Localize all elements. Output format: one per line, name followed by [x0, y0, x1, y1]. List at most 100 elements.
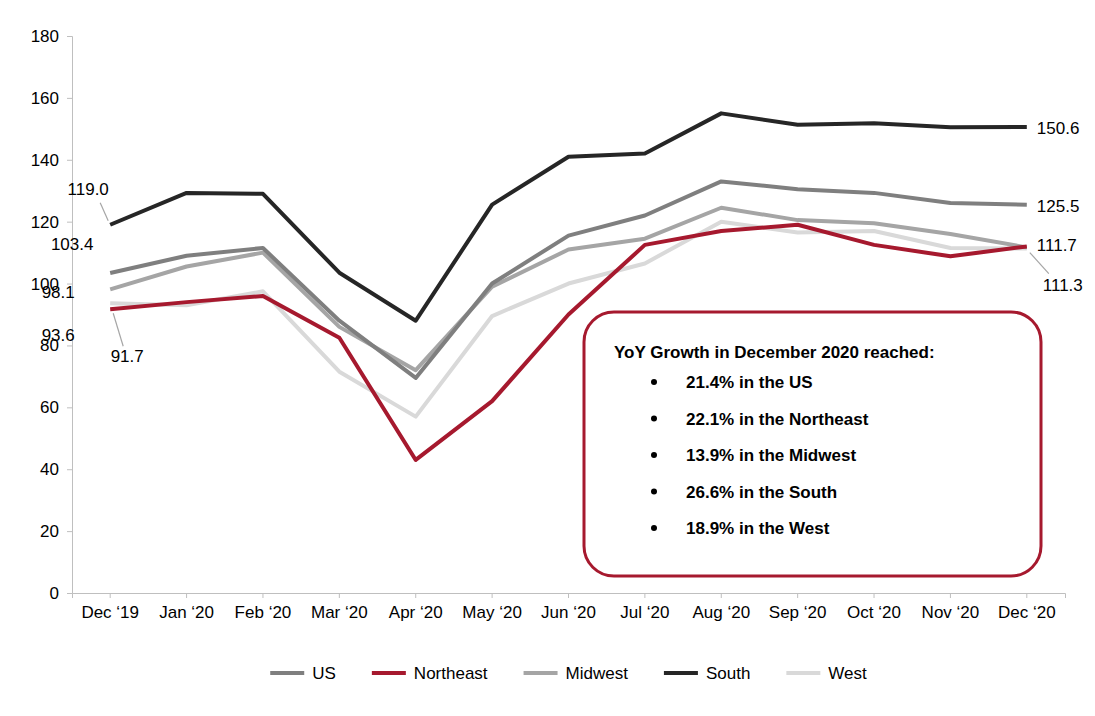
y-tick-mark [67, 222, 72, 223]
legend-swatch [786, 671, 820, 675]
x-tick: Sep ‘20 [769, 593, 827, 622]
annotation-item: 18.9% in the West [686, 519, 830, 538]
x-tick-mark [262, 593, 263, 598]
x-tick-mark [339, 593, 340, 598]
legend-item: Midwest [524, 664, 629, 683]
x-tick: Oct ‘20 [847, 593, 901, 622]
legend-label: West [828, 664, 867, 683]
x-tick-mark [644, 593, 645, 598]
x-tick: Dec ‘20 [998, 593, 1056, 622]
annotation-item: 26.6% in the South [686, 483, 837, 502]
x-tick-label: May ‘20 [462, 603, 522, 622]
chart: 020406080100120140160180Dec ‘19Jan ‘20Fe… [0, 0, 1095, 716]
data-label: 93.6 [42, 326, 75, 345]
leader-line [100, 203, 108, 221]
legend-swatch [664, 671, 698, 675]
y-tick-label: 160 [31, 89, 59, 108]
y-tick: 0 [50, 584, 72, 603]
y-tick: 180 [31, 27, 72, 46]
y-tick-label: 20 [40, 522, 59, 541]
x-tick-label: Dec ‘19 [81, 603, 139, 622]
x-tick: Aug ‘20 [692, 593, 750, 622]
y-tick: 40 [40, 460, 72, 479]
data-label: 111.7 [1037, 236, 1077, 255]
x-tick-mark [492, 593, 493, 598]
legend-label: US [312, 664, 336, 683]
legend-item: South [664, 664, 750, 683]
data-label: 125.5 [1037, 197, 1080, 216]
legend-item: West [786, 664, 867, 683]
x-tick-mark [797, 593, 798, 598]
x-tick: Jun ‘20 [541, 593, 596, 622]
legend-label: Midwest [566, 664, 629, 683]
annotation-bullet [651, 525, 657, 531]
y-tick: 20 [40, 522, 72, 541]
legend-item: US [270, 664, 336, 683]
x-tick: Mar ‘20 [311, 593, 368, 622]
annotation-item: 21.4% in the US [686, 373, 813, 392]
x-tick-mark [950, 593, 951, 598]
legend-swatch [270, 671, 304, 675]
x-tick: Feb ‘20 [235, 593, 292, 622]
y-tick: 160 [31, 89, 72, 108]
x-tick-label: Apr ‘20 [389, 603, 443, 622]
data-label: 91.7 [111, 347, 144, 366]
data-label: 103.4 [51, 235, 94, 254]
legend-swatch [524, 671, 558, 675]
x-tick: Apr ‘20 [389, 593, 443, 622]
data-label: 98.1 [42, 283, 75, 302]
line [110, 113, 1027, 320]
y-tick-label: 60 [40, 398, 59, 417]
y-tick-mark [67, 345, 72, 346]
leader-line [113, 313, 123, 346]
leader-line [1030, 253, 1049, 274]
x-tick: Dec ‘19 [81, 593, 139, 622]
x-tick-label: Sep ‘20 [769, 603, 827, 622]
x-tick-label: Aug ‘20 [692, 603, 750, 622]
legend: US Northeast Midwest South West [270, 664, 867, 683]
y-tick-label: 120 [31, 213, 59, 232]
x-tick-mark [415, 593, 416, 598]
x-tick-mark [874, 593, 875, 598]
x-tick: May ‘20 [462, 593, 522, 622]
annotation-bullet [651, 489, 657, 495]
x-tick-label: Jul ‘20 [620, 603, 669, 622]
annotation-bullet [651, 452, 657, 458]
y-tick: 140 [31, 151, 72, 170]
annotation-item: 13.9% in the Midwest [686, 446, 856, 465]
y-tick-mark [67, 593, 72, 594]
y-tick-mark [67, 531, 72, 532]
legend-swatch [372, 671, 406, 675]
y-axis-line [67, 37, 73, 594]
x-tick-label: Jan ‘20 [159, 603, 214, 622]
x-tick: Jul ‘20 [620, 593, 669, 622]
x-tick-mark [186, 593, 187, 598]
y-tick-mark [67, 36, 72, 37]
x-tick-label: Mar ‘20 [311, 603, 368, 622]
annotation-bullet [651, 416, 657, 422]
y-tick-mark [67, 160, 72, 161]
y-tick-label: 180 [31, 27, 59, 46]
line [110, 181, 1027, 377]
annotation-box: YoY Growth in December 2020 reached:21.4… [584, 312, 1041, 576]
y-tick-label: 0 [50, 584, 59, 603]
x-tick-mark [568, 593, 569, 598]
legend-label: Northeast [414, 664, 488, 683]
x-tick: Jan ‘20 [159, 593, 214, 622]
y-tick-mark [67, 407, 72, 408]
y-tick-label: 140 [31, 151, 59, 170]
x-tick-label: Jun ‘20 [541, 603, 596, 622]
x-tick-label: Oct ‘20 [847, 603, 901, 622]
y-tick: 120 [31, 213, 72, 232]
x-tick-label: Feb ‘20 [235, 603, 292, 622]
annotation-bullet [651, 379, 657, 385]
annotation-frame [584, 312, 1041, 576]
y-axis: 020406080100120140160180 [31, 27, 73, 603]
data-label: 150.6 [1037, 119, 1080, 138]
annotation-item: 22.1% in the Northeast [686, 410, 869, 429]
x-tick-label: Dec ‘20 [998, 603, 1056, 622]
line [110, 208, 1027, 370]
x-tick-label: Nov ‘20 [922, 603, 980, 622]
data-label: 119.0 [68, 180, 109, 199]
y-tick-mark [67, 469, 72, 470]
